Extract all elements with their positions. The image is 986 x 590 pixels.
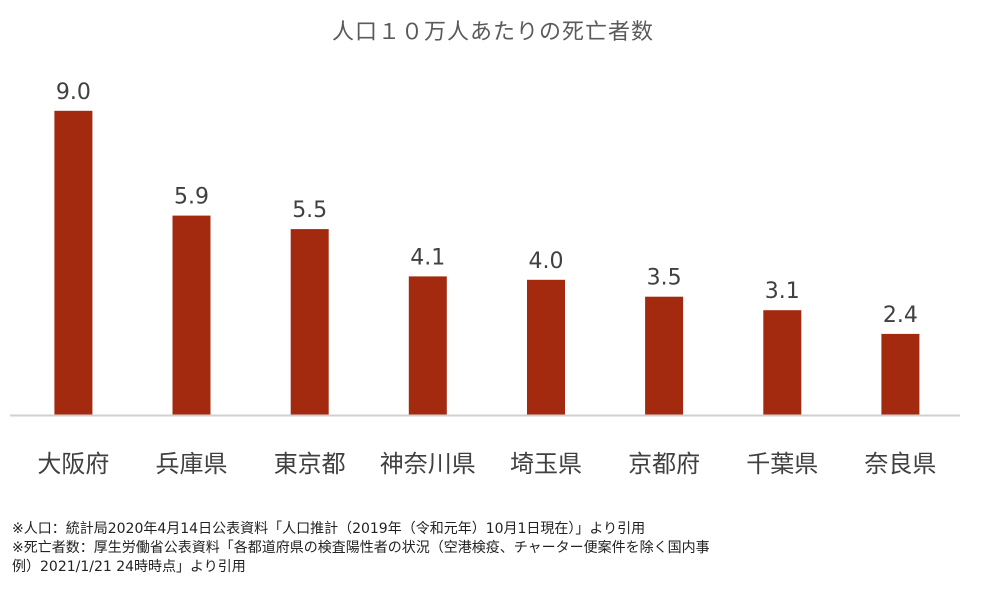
footnotes: ※人口：統計局2020年4月14日公表資料「人口推計（2019年（令和元年）10… [12,520,972,577]
value-label-7: 3.1 [765,279,800,304]
category-label-2: 兵庫県 [156,450,228,478]
bar-3 [290,229,329,415]
footnote-population-source: ※人口：統計局2020年4月14日公表資料「人口推計（2019年（令和元年）10… [12,521,646,537]
footnote-deaths-source-cont: 例）2021/1/21 24時時点」より引用 [12,559,246,575]
bar-7 [763,310,802,415]
category-label-8: 奈良県 [864,450,936,478]
value-labels-layer: 9.0 5.9 5.5 4.1 4.0 3.5 3.1 2.4 [56,80,918,328]
value-label-5: 4.0 [529,249,564,274]
value-label-4: 4.1 [410,245,445,270]
value-label-6: 3.5 [647,266,682,291]
bar-2 [172,215,211,415]
bars-layer [54,110,920,416]
value-label-1: 9.0 [56,80,91,105]
bar-1 [54,110,93,416]
category-label-7: 千葉県 [746,450,818,478]
category-label-3: 東京都 [274,450,346,478]
value-label-2: 5.9 [174,185,209,210]
bar-chart: 9.0 5.9 5.5 4.1 4.0 3.5 3.1 2.4 大阪府 兵庫県 東京都 神奈川県 埼玉… [10,80,960,478]
footnote-deaths-source: ※死亡者数：厚生労働省公表資料「各都道府県の検査陽性者の状況（空港検疫、チャータ… [12,540,710,556]
category-label-5: 埼玉県 [510,450,582,478]
category-label-1: 大阪府 [37,450,109,478]
chart-title: 人口１０万人あたりの死亡者数 [331,20,654,45]
bar-4 [408,276,447,415]
category-label-6: 京都府 [628,450,700,478]
value-label-8: 2.4 [883,303,918,328]
category-label-4: 神奈川県 [380,450,476,478]
bar-8 [881,333,920,415]
bar-6 [645,296,684,415]
value-label-3: 5.5 [292,198,327,223]
category-labels-layer: 大阪府 兵庫県 東京都 神奈川県 埼玉県 京都府 千葉県 奈良県 [37,450,936,478]
bar-5 [527,279,565,415]
